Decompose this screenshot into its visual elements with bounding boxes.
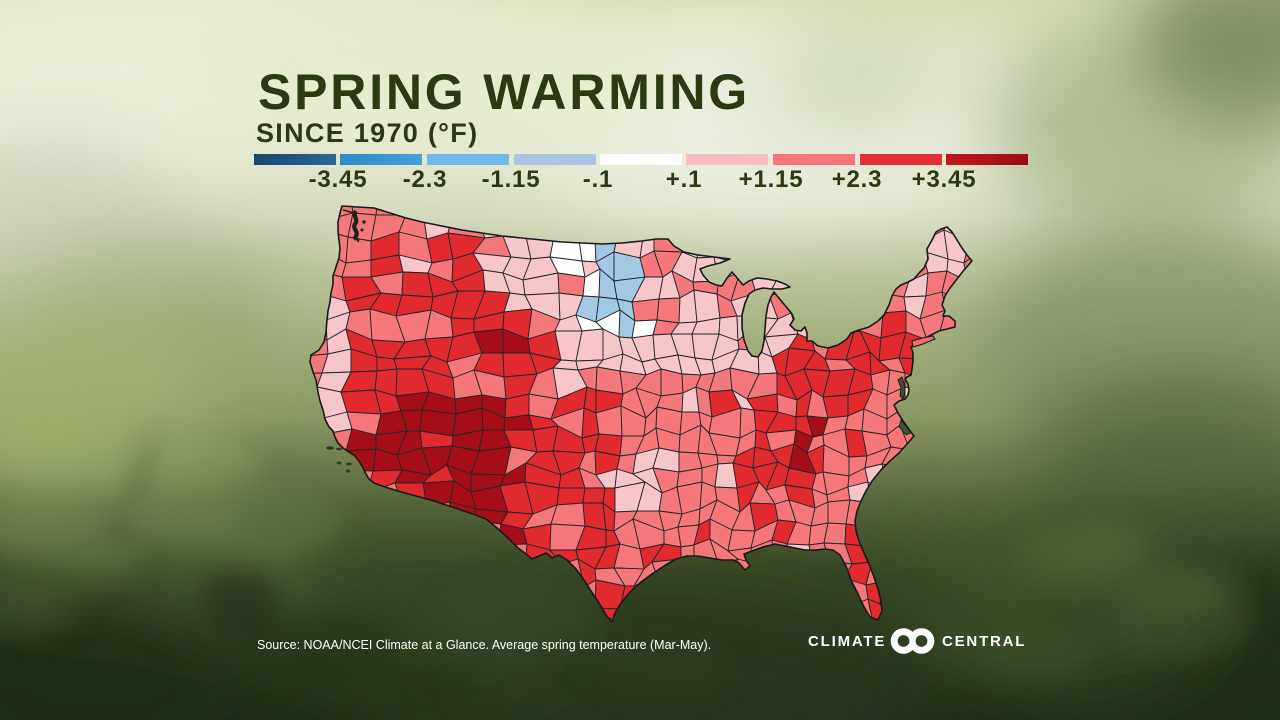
svg-text:CLIMATE: CLIMATE — [808, 633, 886, 650]
svg-text:CENTRAL: CENTRAL — [942, 633, 1026, 650]
